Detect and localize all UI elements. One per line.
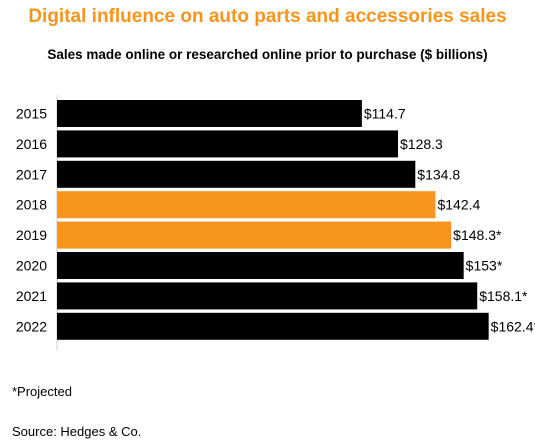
data-label-2021: $158.1* — [479, 288, 528, 304]
data-label-2017: $134.8 — [417, 166, 460, 182]
data-label-2015: $114.7 — [364, 106, 406, 122]
category-label-2019: 2019 — [16, 227, 47, 243]
data-label-2018: $142.4 — [437, 197, 480, 213]
category-label-2020: 2020 — [16, 258, 47, 274]
category-label-2022: 2022 — [16, 318, 47, 334]
bar-2019 — [57, 221, 452, 249]
category-label-2016: 2016 — [16, 136, 47, 152]
data-label-2020: $153* — [466, 258, 503, 274]
category-label-2017: 2017 — [16, 166, 47, 182]
category-label-2021: 2021 — [16, 288, 47, 304]
category-label-2018: 2018 — [16, 197, 47, 213]
bar-2015 — [57, 100, 362, 127]
bar-2022 — [57, 312, 489, 340]
footnote-projected: *Projected — [12, 384, 72, 399]
bar-2016 — [57, 130, 399, 158]
source-note: Source: Hedges & Co. — [12, 424, 142, 439]
bar-2021 — [57, 282, 478, 310]
data-label-2016: $128.3 — [400, 136, 443, 152]
data-label-2022: $162.4* — [491, 318, 535, 334]
bar-2017 — [57, 160, 416, 188]
data-label-2019: $148.3* — [453, 227, 502, 243]
category-label-2015: 2015 — [16, 106, 47, 122]
bar-2018 — [57, 191, 436, 219]
chart-title: Digital influence on auto parts and acce… — [28, 6, 507, 27]
chart-subtitle: Sales made online or researched online p… — [47, 47, 488, 62]
bar-2020 — [57, 252, 464, 279]
